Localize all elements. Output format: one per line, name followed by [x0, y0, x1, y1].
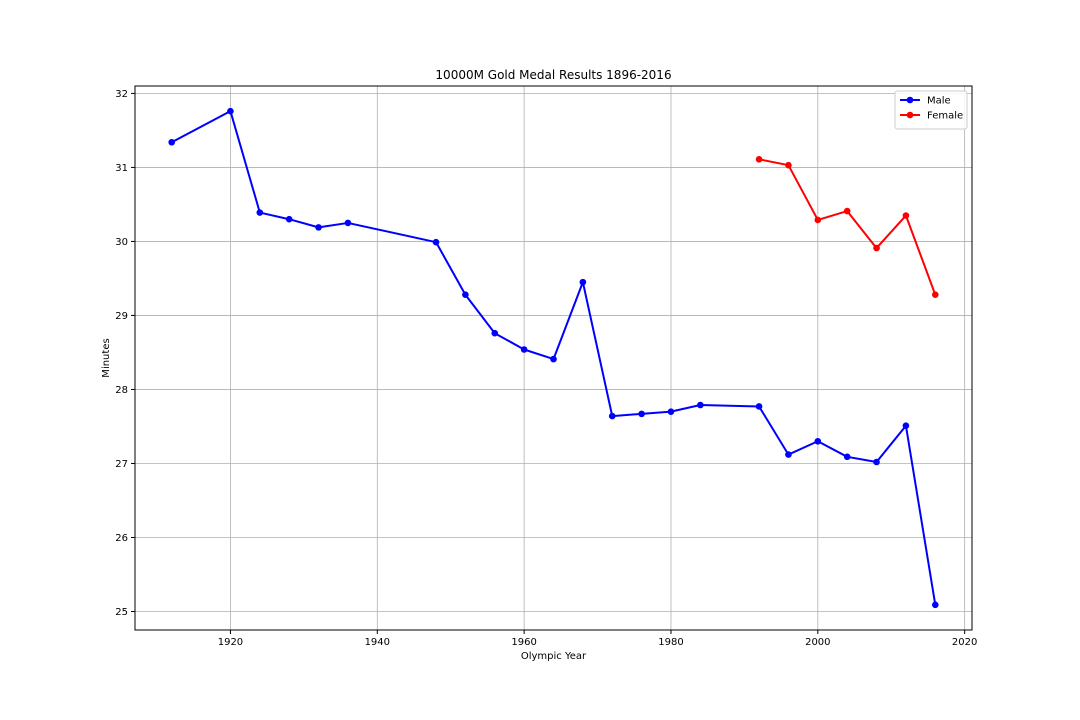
- y-tick-label: 26: [115, 533, 128, 544]
- y-tick-label: 25: [115, 607, 128, 618]
- data-point-male: [256, 209, 264, 216]
- data-point-male: [491, 329, 499, 337]
- x-tick-label: 1980: [658, 637, 683, 648]
- data-point-male: [697, 401, 704, 409]
- data-point-male: [168, 138, 176, 146]
- data-point-male: [755, 403, 763, 410]
- x-axis-ticks: 1920 1940 1960 1980 2000 2020: [218, 630, 977, 648]
- data-point-male: [814, 437, 822, 445]
- data-point-male: [873, 458, 880, 466]
- data-point-male: [432, 238, 440, 246]
- y-tick-label: 30: [115, 237, 128, 248]
- data-point-female: [873, 244, 880, 252]
- y-tick-label: 29: [115, 311, 128, 322]
- legend-swatch-marker: [906, 96, 914, 104]
- data-point-male: [227, 107, 234, 115]
- data-point-female: [931, 291, 939, 299]
- x-tick-label: 1920: [218, 637, 243, 648]
- y-tick-label: 32: [115, 89, 128, 100]
- legend: Male Female: [894, 90, 968, 130]
- data-point-male: [550, 355, 557, 363]
- data-point-male: [843, 453, 851, 461]
- data-point-female: [755, 155, 763, 163]
- x-axis-label: Olympic Year: [521, 651, 587, 662]
- x-tick-label: 1940: [365, 637, 390, 648]
- data-point-male: [785, 451, 792, 458]
- legend-item-male: Male: [900, 96, 951, 107]
- y-tick-label: 31: [115, 163, 128, 174]
- data-point-male: [315, 224, 322, 231]
- data-point-female: [785, 161, 792, 169]
- data-point-male: [608, 412, 616, 420]
- y-axis-label: Minutes: [101, 338, 112, 377]
- legend-item-female: Female: [900, 111, 963, 122]
- data-point-female: [902, 212, 910, 219]
- data-point-male: [667, 408, 675, 415]
- plot-area-frame: [134, 85, 973, 631]
- series-female: [755, 155, 939, 299]
- data-point-male: [462, 291, 469, 299]
- x-tick-label: 1960: [511, 637, 536, 648]
- data-point-male: [638, 410, 645, 418]
- series-male: [168, 107, 939, 609]
- y-axis-ticks: 25 26 27 28 29 30 31 32: [115, 89, 135, 618]
- data-point-male: [931, 601, 939, 609]
- legend-label: Male: [927, 96, 951, 107]
- y-tick-label: 27: [115, 459, 128, 470]
- legend-swatch-marker: [906, 111, 914, 119]
- data-point-female: [843, 207, 851, 215]
- series-lines: [168, 107, 939, 609]
- data-point-male: [344, 219, 352, 227]
- data-point-male: [520, 346, 528, 353]
- x-tick-label: 2000: [805, 637, 830, 648]
- gridlines: [135, 86, 972, 630]
- chart-title: 10000M Gold Medal Results 1896-2016: [435, 68, 671, 82]
- legend-label: Female: [927, 111, 963, 122]
- x-tick-label: 2020: [952, 637, 977, 648]
- data-point-male: [902, 422, 910, 430]
- y-tick-label: 28: [115, 385, 128, 396]
- data-point-male: [285, 215, 293, 223]
- data-point-male: [579, 278, 587, 286]
- data-point-female: [814, 216, 822, 224]
